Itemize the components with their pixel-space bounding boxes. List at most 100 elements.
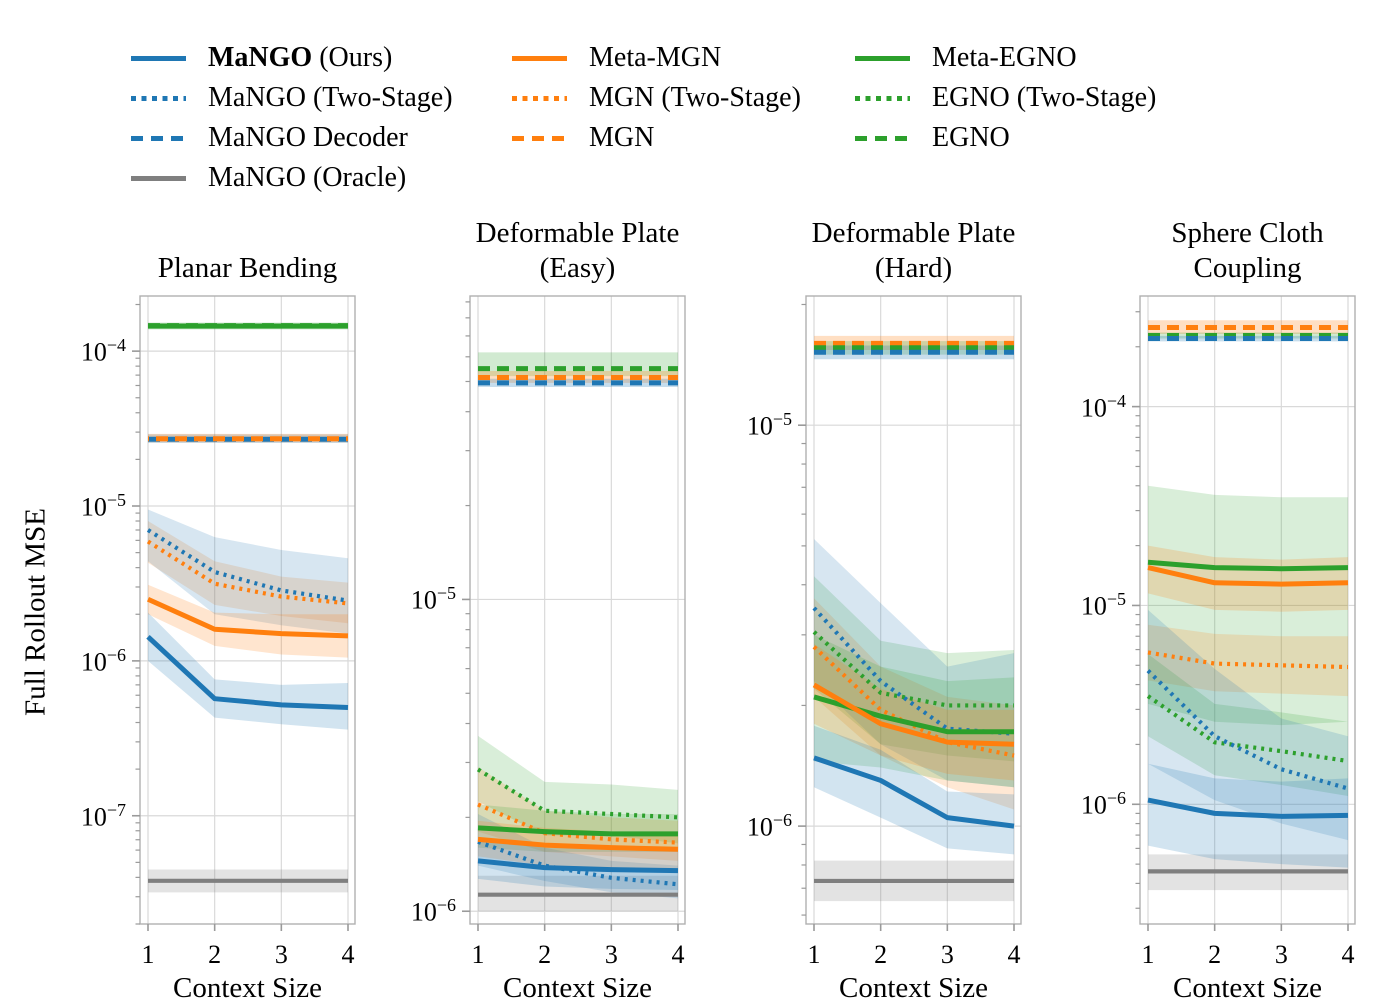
- y-tick-label-10e-5: 10−5: [410, 583, 456, 616]
- chart-3: [1132, 295, 1356, 931]
- y-tick-label-10e-4: 10−4: [1080, 390, 1126, 423]
- mgn_two_stage-band: [478, 767, 678, 861]
- legend-item-meta_mgn: Meta-MGN: [512, 38, 801, 78]
- legend-line-sample-mango_oracle: [131, 175, 186, 181]
- legend-label-meta_egno: Meta-EGNO: [932, 42, 1077, 73]
- mango-band: [478, 839, 678, 890]
- legend-item-mgn_two_stage: MGN (Two-Stage): [512, 78, 801, 118]
- mgn_two_stage-line: [1147, 650, 1349, 670]
- x-tick-label-3: 3: [274, 940, 288, 969]
- y-tick-label-10e-5: 10−5: [80, 490, 126, 522]
- legend-label-mango_decoder: MaNGO Decoder: [208, 122, 408, 153]
- mango-line: [146, 634, 349, 710]
- meta_egno-line: [1147, 559, 1349, 572]
- x-tick-label-2: 2: [538, 940, 552, 969]
- mango-line: [1147, 797, 1349, 819]
- meta_mgn-line: [1147, 565, 1349, 587]
- tick-marks-3: [1132, 311, 1349, 931]
- y-tick-label-10e-7: 10−7: [80, 799, 126, 832]
- chart-1: [462, 295, 686, 931]
- tick-marks-2: [798, 303, 1015, 931]
- legend-item-meta_egno: Meta-EGNO: [855, 38, 1156, 78]
- mango-line: [477, 858, 679, 874]
- legend-line-sample-mgn_two_stage: [512, 95, 567, 101]
- mango_two_stage-band: [148, 509, 348, 634]
- chart-0: [132, 295, 356, 931]
- meta_mgn-band: [148, 584, 348, 658]
- y-tick-label-10e-6: 10−6: [80, 644, 126, 677]
- meta_mgn-line: [477, 836, 679, 852]
- mango_two_stage-band: [1148, 609, 1348, 841]
- y-tick-label-10e-6: 10−6: [746, 810, 792, 842]
- x-tick-label-1: 1: [807, 940, 821, 969]
- legend-line-sample-mango_two_stage: [131, 95, 186, 101]
- legend-column-2: Meta-MGN MGN (Two-Stage) MGN: [512, 38, 801, 158]
- y-axis-label: Full Rollout MSE: [19, 508, 52, 716]
- legend-column-3: Meta-EGNO EGNO (Two-Stage) EGNO: [855, 38, 1156, 158]
- legend-line-sample-egno_two_stage: [855, 95, 910, 101]
- meta_egno-band: [814, 634, 1014, 788]
- legend-item-egno: EGNO: [855, 118, 1156, 158]
- legend-label-mgn: MGN: [589, 122, 655, 153]
- legend-item-mango_oracle: MaNGO (Oracle): [131, 158, 453, 198]
- meta_mgn-band: [814, 643, 1014, 781]
- legend-line-sample-meta_mgn: [512, 55, 567, 61]
- mgn_two_stage-line: [477, 802, 679, 845]
- legend-line-sample-mgn: [512, 135, 567, 141]
- legend-line-sample-meta_egno: [855, 55, 910, 61]
- axes-frame-0: [139, 295, 356, 925]
- chart-title-1: Deformable Plate (Easy): [475, 217, 680, 284]
- mgn_two_stage-band: [814, 598, 1014, 810]
- x-tick-label-3: 3: [1274, 940, 1288, 969]
- legend-line-sample-mango: [131, 55, 186, 61]
- legend-label-egno_two_stage: EGNO (Two-Stage): [932, 82, 1157, 113]
- mgn_two_stage-band: [1148, 624, 1348, 697]
- mango-line: [813, 755, 1015, 829]
- x-tick-label-2: 2: [1208, 940, 1222, 969]
- x-tick-label-4: 4: [1341, 940, 1355, 969]
- mgn_two_stage-band: [148, 521, 348, 624]
- x-tick-label-4: 4: [1007, 940, 1021, 969]
- mango_two_stage-line: [1146, 669, 1349, 791]
- legend-label-meta_mgn: Meta-MGN: [589, 42, 722, 73]
- mango_two_stage-band: [814, 539, 1014, 788]
- meta_egno-band: [1148, 485, 1348, 726]
- y-tick-label-10e-5: 10−5: [1080, 589, 1126, 622]
- x-tick-label-3: 3: [940, 940, 954, 969]
- mango-band: [148, 612, 348, 730]
- tick-marks-0: [132, 303, 349, 931]
- x-tick-label-1: 1: [1141, 940, 1155, 969]
- x-tick-label-4: 4: [671, 940, 685, 969]
- mgn_two_stage-line: [146, 539, 349, 606]
- y-tick-label-10e-4: 10−4: [80, 335, 126, 367]
- x-tick-label-3: 3: [604, 940, 618, 969]
- gridlines-3: [1140, 296, 1355, 924]
- legend-label-mgn_two_stage: MGN (Two-Stage): [589, 82, 801, 113]
- legend-line-sample-mango_decoder: [131, 135, 186, 141]
- legend-label-mango_two_stage: MaNGO (Two-Stage): [208, 82, 453, 113]
- x-tick-label-4: 4: [341, 940, 355, 969]
- meta_mgn-line: [812, 682, 1015, 747]
- legend-item-egno_two_stage: EGNO (Two-Stage): [855, 78, 1156, 118]
- legend-label-mango: MaNGO (Ours): [208, 42, 393, 73]
- meta_mgn-band: [1148, 545, 1348, 612]
- egno_two_stage-band: [1148, 653, 1348, 797]
- legend-line-sample-egno: [855, 135, 910, 141]
- mango_two_stage-band: [478, 814, 678, 899]
- chart-title-3: Sphere Cloth Coupling: [1171, 217, 1324, 284]
- mango_two_stage-line: [477, 839, 679, 887]
- meta_mgn-line: [146, 596, 349, 639]
- egno_two_stage-line: [1146, 694, 1349, 764]
- axes-frame-1: [469, 295, 686, 925]
- mango_two_stage-line: [146, 528, 349, 603]
- legend-item-mango_two_stage: MaNGO (Two-Stage): [131, 78, 453, 118]
- legend-column-1: MaNGO (Ours) MaNGO (Two-Stage) MaNGO Decod…: [131, 38, 453, 198]
- chart-title-0: Planar Bending: [157, 252, 338, 284]
- chart-title-2: Deformable Plate (Hard): [811, 217, 1016, 284]
- mango_two_stage-line: [812, 606, 1015, 736]
- meta_egno-line: [477, 825, 678, 837]
- gridlines-1: [470, 296, 685, 924]
- x-tick-label-1: 1: [471, 940, 485, 969]
- legend-label-mango_oracle: MaNGO (Oracle): [208, 162, 407, 193]
